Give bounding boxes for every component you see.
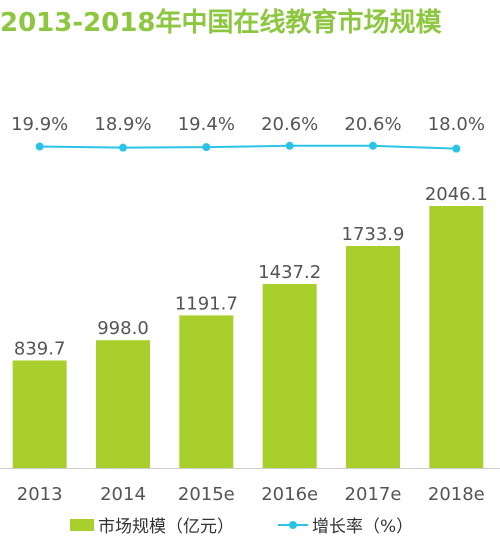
x-tick-label: 2013: [17, 484, 63, 505]
legend: 市场规模（亿元） 增长率（%）: [0, 512, 500, 540]
bar-2018e: [429, 206, 484, 468]
growth-rate-label: 19.4%: [178, 114, 235, 135]
legend-item-line: 增长率（%）: [278, 512, 413, 537]
bar-value-label: 2046.1: [425, 184, 488, 205]
bar-value-label: 1191.7: [175, 293, 238, 314]
x-tick-label: 2014: [100, 484, 146, 505]
growth-rate-line: [39, 144, 457, 150]
growth-rate-label: 18.0%: [428, 114, 485, 135]
bar-2015e: [179, 315, 234, 468]
growth-rate-point: [285, 141, 294, 150]
growth-rate-label: 19.9%: [11, 114, 68, 135]
legend-line-label: 增长率（%）: [312, 517, 414, 537]
growth-rate-label: 18.9%: [94, 114, 151, 135]
x-tick-label: 2017e: [345, 484, 402, 505]
bar-2017e: [346, 245, 400, 468]
legend-line-swatch: [278, 519, 308, 531]
bar-2013: [12, 360, 67, 468]
x-tick-label: 2015e: [178, 484, 235, 505]
legend-bar-swatch: [70, 518, 94, 531]
growth-rate-point: [202, 143, 211, 152]
bar-value-label: 1733.9: [342, 224, 405, 245]
bar-value-label: 1437.2: [258, 262, 321, 283]
bar-value-label: 839.7: [14, 338, 66, 359]
x-tick-label: 2018e: [428, 484, 485, 505]
chart-title: 2013-2018年中国在线教育市场规模: [0, 8, 442, 38]
growth-rate-point: [452, 144, 461, 153]
growth-rate-point: [369, 141, 377, 150]
legend-item-bar: 市场规模（亿元）: [70, 512, 234, 537]
bar-2016e: [262, 283, 317, 468]
growth-rate-label: 20.6%: [261, 114, 318, 135]
legend-bar-label: 市场规模（亿元）: [98, 517, 234, 537]
growth-rate-label: 20.6%: [344, 114, 401, 135]
growth-rate-point: [119, 143, 127, 152]
bar-2014: [96, 340, 150, 468]
bar-value-label: 998.0: [97, 318, 149, 339]
growth-rate-point: [35, 142, 44, 151]
x-tick-label: 2016e: [261, 484, 318, 505]
